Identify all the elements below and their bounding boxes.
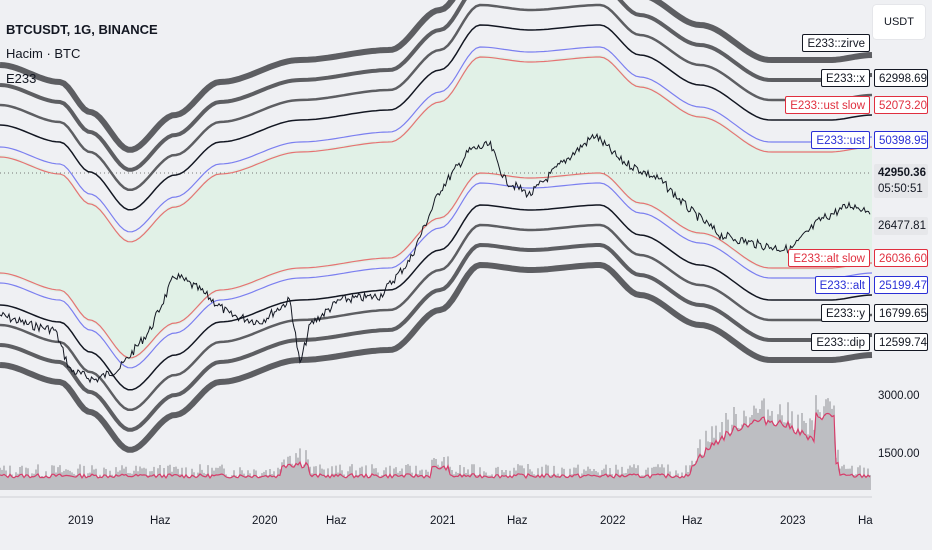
price-value-7: 26036.60 (874, 249, 928, 267)
indicator-legend: E233 (6, 71, 37, 86)
band-x (0, 0, 873, 172)
volume-legend: Hacim · BTC (6, 46, 81, 61)
volume-bars (0, 395, 871, 490)
symbol-title: BTCUSDT, 1G, BINANCE (6, 22, 158, 37)
band-y (0, 204, 873, 391)
price-value-9: 16799.65 (874, 304, 928, 322)
time-tick-4: 2021 (430, 515, 456, 527)
band-x2 (0, 3, 873, 192)
band-dip (0, 243, 873, 432)
time-tick-8: 2023 (780, 515, 806, 527)
time-tick-5: Haz (507, 515, 528, 527)
band-dip2 (0, 262, 873, 453)
time-tick-1: Haz (150, 515, 171, 527)
band-zirve (0, 0, 873, 153)
band-ust-slow (0, 56, 873, 243)
series-tag-8: E233::alt (814, 276, 870, 294)
band-ust (0, 46, 873, 233)
time-tick-9: Ha (858, 515, 873, 527)
series-tag-1: E233::x (821, 69, 870, 87)
time-tick-2: 2020 (252, 515, 278, 527)
currency-button[interactable]: USDT (873, 5, 925, 39)
band-y2 (0, 223, 873, 412)
band-fill (0, 55, 872, 360)
time-tick-7: Haz (682, 515, 703, 527)
price-value-5: 05:50:51 (874, 180, 928, 198)
series-tag-9: E233::y (821, 304, 870, 322)
price-value-3: 50398.95 (874, 131, 928, 149)
volume-tick-1: 1500.00 (878, 448, 920, 460)
price-value-6: 26477.81 (874, 217, 928, 235)
series-tag-3: E233::ust (811, 131, 870, 149)
band-alt (0, 182, 873, 369)
price-value-1: 62998.69 (874, 69, 928, 87)
series-tag-0: E233::zirve (802, 34, 870, 52)
price-line (0, 132, 871, 384)
volume-tick-0: 3000.00 (878, 390, 920, 402)
time-tick-0: 2019 (68, 515, 94, 527)
price-value-2: 52073.20 (874, 96, 928, 114)
series-tag-10: E233::dip (811, 333, 870, 351)
time-tick-3: Haz (326, 515, 347, 527)
series-tag-2: E233::ust slow (785, 96, 870, 114)
series-tag-7: E233::alt slow (788, 249, 870, 267)
price-value-10: 12599.74 (874, 333, 928, 351)
band-x3 (0, 24, 873, 211)
volume-ma-line (0, 412, 871, 480)
price-value-8: 25199.47 (874, 276, 928, 294)
price-value-4: 42950.36 (874, 164, 928, 182)
time-tick-6: 2022 (600, 515, 626, 527)
band-alt-slow (0, 172, 873, 359)
